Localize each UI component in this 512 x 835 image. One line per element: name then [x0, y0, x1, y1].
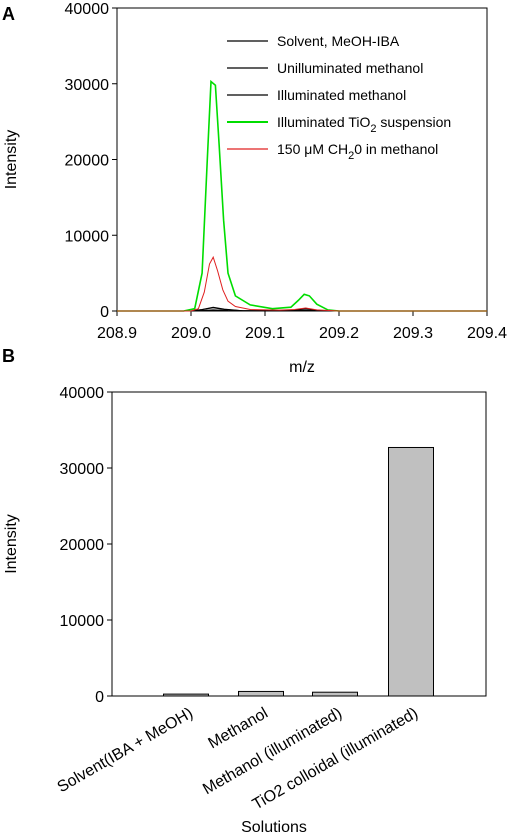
- y-tick-label-b: 10000: [60, 613, 105, 630]
- x-tick-label-a: 208.9: [97, 325, 137, 342]
- series-line-4: [117, 79, 487, 312]
- y-tick-label-a: 10000: [65, 228, 110, 245]
- category-label-3: Methanol (illuminated): [200, 705, 345, 798]
- y-tick-label-a: 20000: [65, 153, 110, 170]
- y-tick-label-b: 0: [95, 689, 104, 706]
- x-tick-label-a: 209.2: [319, 325, 359, 342]
- x-tick-label-a: 209.3: [393, 325, 433, 342]
- y-tick-label-a: 40000: [65, 1, 110, 18]
- x-axis-label-a: m/z: [289, 359, 315, 376]
- y-tick-label-b: 20000: [60, 537, 105, 554]
- series-line-5: [117, 255, 487, 312]
- y-tick-label-b: 30000: [60, 461, 105, 478]
- x-tick-label-a: 209.4: [467, 325, 507, 342]
- x-tick-label-a: 209.1: [245, 325, 285, 342]
- y-tick-label-a: 0: [100, 304, 109, 321]
- bar-4: [388, 446, 434, 697]
- panel-label-b: B: [2, 346, 15, 366]
- bar-2: [238, 690, 284, 697]
- legend-label-5: 150 μM CH20 in methanol: [277, 141, 438, 162]
- y-tick-label-a: 30000: [65, 77, 110, 94]
- x-tick-label-a: 209.0: [171, 325, 211, 342]
- y-axis-label-b: Intensity: [3, 514, 20, 574]
- bar-1: [163, 693, 209, 697]
- legend-label-1: Solvent, MeOH-IBA: [277, 33, 400, 49]
- y-tick-label-b: 40000: [60, 385, 105, 402]
- y-axis-label-a: Intensity: [3, 130, 20, 190]
- legend-label-3: Illuminated methanol: [277, 87, 406, 103]
- panel-label-a: A: [2, 4, 15, 24]
- category-label-2: Methanol: [205, 705, 271, 753]
- category-label-1: Solvent(IBA + MeOH): [55, 705, 196, 796]
- legend-label-2: Unilluminated methanol: [277, 60, 423, 76]
- plot-frame-a: [116, 7, 488, 312]
- legend-label-4: Illuminated TiO2 suspension: [277, 114, 451, 135]
- bar-3: [312, 691, 358, 697]
- x-axis-label-b: Solutions: [241, 819, 307, 835]
